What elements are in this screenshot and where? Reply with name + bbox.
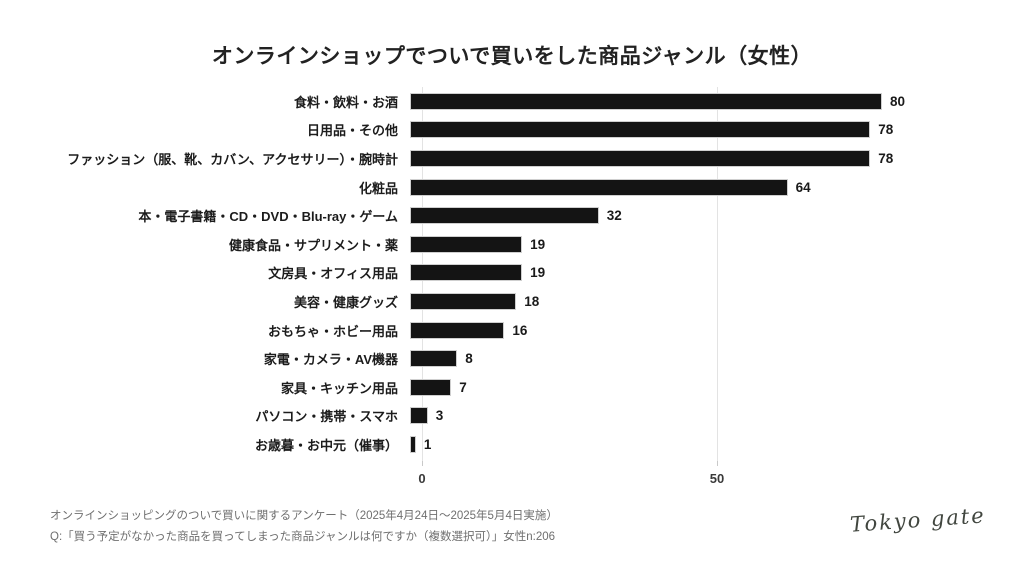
category-label: 日用品・その他 xyxy=(306,123,398,139)
bar xyxy=(410,264,523,282)
bar xyxy=(410,207,599,225)
value-label: 1 xyxy=(423,436,432,452)
category-label: 化粧品 xyxy=(358,180,398,196)
chart-rows: 食料・飲料・お酒 80 日用品・その他 78 ファッション（服、靴、カバン、アクセサリー… xyxy=(0,87,1024,459)
bar xyxy=(410,350,458,368)
value-label: 32 xyxy=(606,208,622,224)
bar-track: 80 xyxy=(410,92,1024,110)
vertical-gridline xyxy=(717,87,718,461)
bar-track: 3 xyxy=(410,407,1024,425)
axis-tick xyxy=(422,460,423,466)
category-label: 家具・キッチン用品 xyxy=(280,380,398,396)
chart-row: お歳暮・お中元（催事） 1 xyxy=(0,430,1024,459)
bar xyxy=(410,321,505,339)
category-label: おもちゃ・ホビー用品 xyxy=(267,323,398,339)
source-note: オンラインショッピングのついで買いに関するアンケート（2025年4月24日～20… xyxy=(50,506,558,548)
value-label: 64 xyxy=(795,179,811,195)
bar xyxy=(410,407,428,425)
brand-logo: Tokyo gate xyxy=(849,503,987,537)
chart-row: 日用品・その他 78 xyxy=(0,116,1024,145)
bar-track: 19 xyxy=(410,264,1024,282)
chart-row: 化粧品 64 xyxy=(0,173,1024,202)
chart-row: 家電・カメラ・AV機器 8 xyxy=(0,344,1024,373)
value-label: 78 xyxy=(878,122,894,138)
chart-row: ファッション（服、靴、カバン、アクセサリー）・腕時計 78 xyxy=(0,144,1024,173)
chart-row: 本・電子書籍・CD・DVD・Blu-ray・ゲーム 32 xyxy=(0,201,1024,230)
value-label: 80 xyxy=(890,93,906,109)
value-label: 16 xyxy=(512,322,528,338)
bar-track: 19 xyxy=(410,235,1024,253)
chart-title: オンラインショップでついで買いをした商品ジャンル（女性） xyxy=(211,45,813,68)
category-label: 食料・飲料・お酒 xyxy=(293,94,398,110)
chart-row: 健康食品・サプリメント・薬 19 xyxy=(0,230,1024,259)
category-label: パソコン・携帯・スマホ xyxy=(255,409,398,425)
survey-note: オンラインショッピングのついで買いに関するアンケート（2025年4月24日～20… xyxy=(50,510,558,522)
axis-tick-label: 50 xyxy=(709,470,725,486)
bar xyxy=(410,92,882,110)
axis-tick-label: 0 xyxy=(418,470,426,486)
value-label: 8 xyxy=(465,351,473,367)
bar-track: 32 xyxy=(410,207,1024,225)
bar xyxy=(410,378,452,396)
value-label: 19 xyxy=(530,236,546,252)
category-label: 本・電子書籍・CD・DVD・Blu-ray・ゲーム xyxy=(138,209,398,225)
bar-track: 8 xyxy=(410,350,1024,368)
bar xyxy=(410,149,871,167)
bar-track: 1 xyxy=(410,435,1024,453)
bar-track: 78 xyxy=(410,149,1024,167)
bar-track: 18 xyxy=(410,292,1024,310)
chart-row: 食料・飲料・お酒 80 xyxy=(0,87,1024,116)
bar-track: 7 xyxy=(410,378,1024,396)
bar-chart: 食料・飲料・お酒 80 日用品・その他 78 ファッション（服、靴、カバン、アクセサリー… xyxy=(0,87,1024,487)
bar xyxy=(410,435,416,453)
chart-row: 文房具・オフィス用品 19 xyxy=(0,259,1024,288)
category-label: お歳暮・お中元（催事） xyxy=(254,437,398,453)
bar-track: 64 xyxy=(410,178,1024,196)
bar xyxy=(410,178,788,196)
value-label: 18 xyxy=(524,293,540,309)
bar xyxy=(410,292,517,310)
bar-track: 78 xyxy=(410,121,1024,139)
category-label: 家電・カメラ・AV機器 xyxy=(263,352,398,368)
chart-row: 美容・健康グッズ 18 xyxy=(0,287,1024,316)
bar xyxy=(410,235,523,253)
bar xyxy=(410,121,871,139)
bar-track: 16 xyxy=(410,321,1024,339)
chart-row: パソコン・携帯・スマホ 3 xyxy=(0,402,1024,431)
chart-row: おもちゃ・ホビー用品 16 xyxy=(0,316,1024,345)
chart-row: 家具・キッチン用品 7 xyxy=(0,373,1024,402)
value-label: 7 xyxy=(459,379,467,395)
value-label: 78 xyxy=(878,150,894,166)
value-label: 19 xyxy=(530,265,546,281)
question-note: Q:「買う予定がなかった商品を買ってしまった商品ジャンルは何ですか（複数選択可）… xyxy=(50,531,556,543)
category-label: ファッション（服、靴、カバン、アクセサリー）・腕時計 xyxy=(67,151,398,167)
category-label: 健康食品・サプリメント・薬 xyxy=(228,237,398,253)
axis-tick xyxy=(717,460,718,466)
category-label: 美容・健康グッズ xyxy=(293,294,398,310)
value-label: 3 xyxy=(435,408,444,424)
category-label: 文房具・オフィス用品 xyxy=(268,266,398,282)
